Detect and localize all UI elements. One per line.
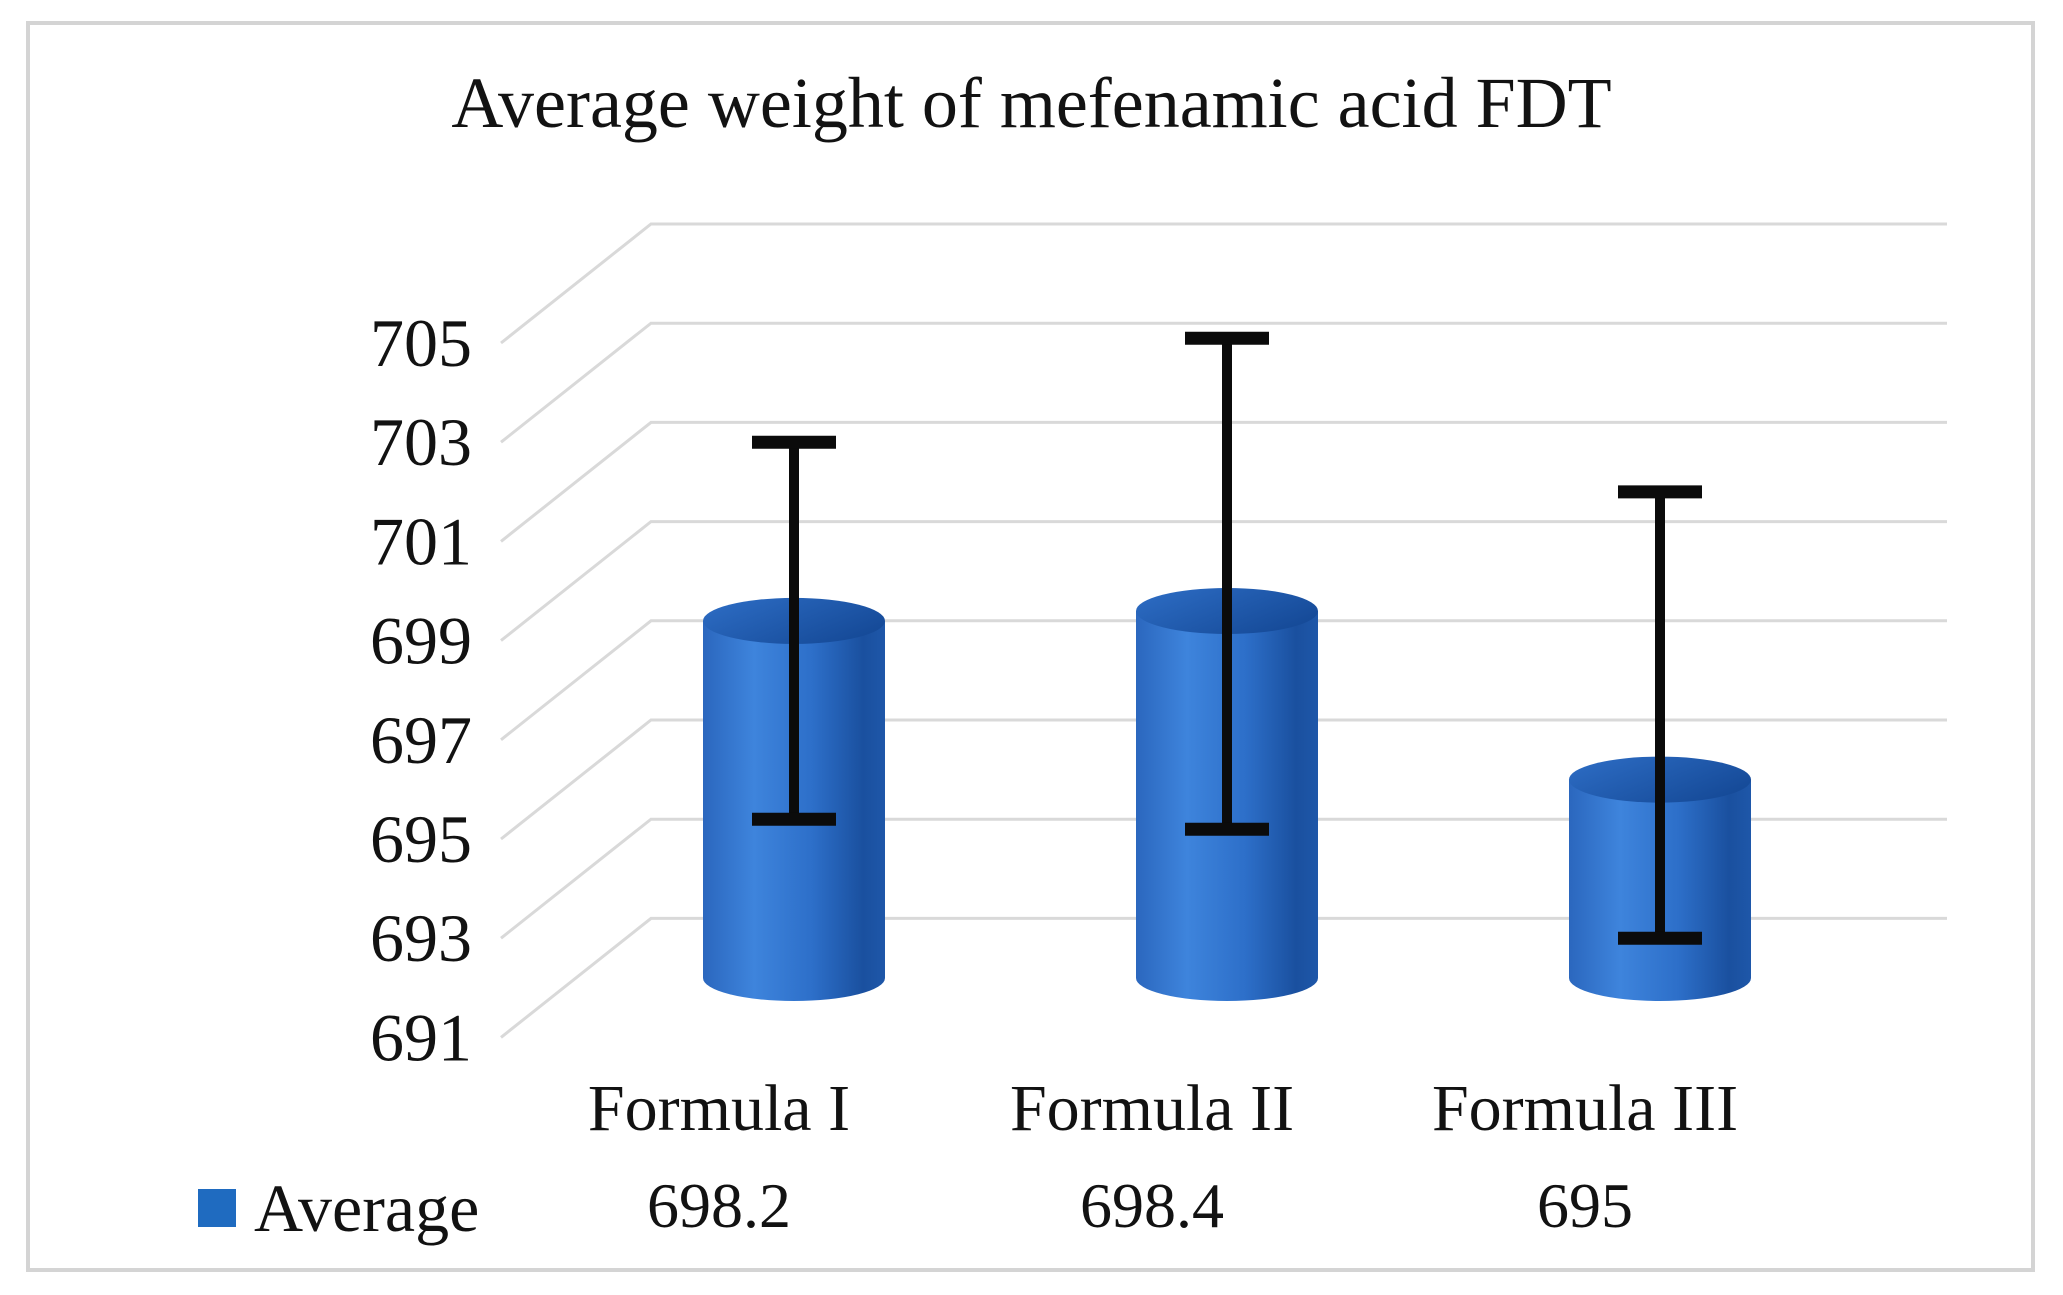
chart-title: Average weight of mefenamic acid FDT <box>451 63 1612 143</box>
legend: Average <box>198 1172 479 1244</box>
y-tick-label: 691 <box>370 999 472 1075</box>
y-tick-label: 701 <box>370 503 472 579</box>
axis-labels-layer: 705 703 701 699 697 695 693 691 Formula I Formula… <box>370 305 1738 1241</box>
y-tick-label: 705 <box>370 305 472 381</box>
gridline <box>500 619 1947 741</box>
value-label: 695 <box>1537 1170 1633 1241</box>
y-tick-label: 693 <box>370 900 472 976</box>
gridline <box>500 817 1947 940</box>
gridlines-layer <box>500 222 1947 1039</box>
category-label: Formula II <box>1010 1072 1294 1145</box>
y-tick-label: 697 <box>370 702 472 778</box>
gridline <box>500 321 1947 444</box>
legend-swatch-average-icon <box>198 1189 236 1227</box>
category-label: Formula I <box>588 1072 850 1145</box>
y-tick-label: 699 <box>370 603 472 679</box>
legend-label: Average <box>254 1170 480 1246</box>
gridline <box>500 420 1947 543</box>
value-label: 698.4 <box>1080 1170 1224 1241</box>
category-label: Formula III <box>1432 1072 1738 1145</box>
y-tick-label: 695 <box>370 801 472 877</box>
gridline <box>500 718 1947 841</box>
error-bars-layer <box>752 331 1702 945</box>
gridline <box>500 916 1947 1039</box>
figure-border <box>26 21 2035 1272</box>
value-label: 698.2 <box>647 1170 791 1241</box>
gridline <box>500 520 1947 642</box>
y-tick-label: 703 <box>370 404 472 480</box>
gridline <box>500 222 1947 345</box>
